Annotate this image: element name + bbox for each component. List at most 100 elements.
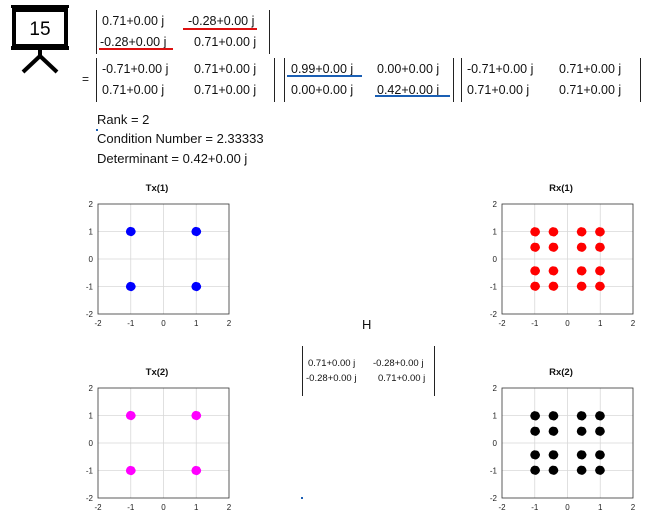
data-point [548,244,555,251]
determinant-text: Determinant = 0.42+0.00 j [97,151,248,166]
y-tick-label: 0 [493,255,498,264]
y-tick-label: -1 [490,283,498,292]
matrix-cell: 0.00+0.00 j [291,83,354,97]
data-point [595,451,602,459]
plot-title: Rx(1) [549,183,573,194]
data-point-cluster [548,426,559,436]
text-cursor [96,129,98,131]
matrix-cell: -0.28+0.00 j [306,373,357,384]
y-tick-label: 2 [89,384,94,393]
data-point [530,267,537,275]
data-point-cluster [576,426,587,436]
x-tick-label: 1 [598,319,603,328]
x-tick-label: 0 [161,503,166,512]
data-point [530,428,537,435]
x-tick-label: -2 [498,319,506,328]
x-tick-label: 1 [194,319,199,328]
x-tick-label: 1 [194,503,199,512]
data-point-cluster [530,281,540,291]
y-tick-label: 0 [89,255,94,264]
matrix-cell: 0.71+0.00 j [102,14,165,28]
y-tick-label: -1 [490,467,498,476]
data-point [530,412,537,420]
y-tick-label: 1 [89,412,94,421]
data-point-cluster [595,426,605,436]
data-point [530,467,537,474]
x-tick-label: -2 [498,503,506,512]
data-point [595,244,602,251]
singular-value-matrix: 0.99+0.00 j 0.00+0.00 j 0.00+0.00 j 0.42… [284,58,454,102]
data-point-cluster [576,411,587,421]
data-point [548,467,555,474]
data-point-cluster [125,410,136,421]
data-point-cluster [125,226,136,237]
data-point-cluster [576,242,587,252]
rx2-plot: Rx(2) -2 -1 0 1 2 2 1 0 -1 -2 [484,367,644,517]
matrix-cell: -0.28+0.00 j [373,358,424,369]
matrix-cell: 0.99+0.00 j [291,62,354,76]
tx2-scatter-plot: -2 -1 0 1 2 2 1 0 -1 -2 [86,384,232,512]
channel-matrix: 0.71+0.00 j -0.28+0.00 j -0.28+0.00 j 0.… [96,10,270,54]
data-point-cluster [576,266,587,276]
data-point [191,228,198,235]
y-tick-label: -2 [86,494,94,503]
matrix-cell: 0.71+0.00 j [194,62,257,76]
data-point [548,283,555,290]
matrix-cell: 0.71+0.00 j [559,83,622,97]
data-point-cluster [125,465,136,476]
data-point-cluster [125,281,136,292]
data-point [595,228,602,236]
data-point [576,451,583,459]
y-tick-label: -2 [490,310,498,319]
data-point [576,228,583,236]
matrix-cell: 0.71+0.00 j [378,373,426,384]
data-point [530,283,537,290]
matrix-cell: 0.71+0.00 j [102,83,165,97]
x-tick-label: 2 [227,319,232,328]
data-point [191,467,198,474]
stray-dot [301,497,303,499]
data-point-cluster [530,426,540,436]
data-point [125,283,133,290]
y-tick-label: -2 [86,310,94,319]
rx1-scatter-plot: -2 -1 0 1 2 2 1 0 -1 -2 [490,200,636,328]
y-tick-label: 1 [89,228,94,237]
x-tick-label: 2 [631,319,636,328]
plot-frame [97,387,230,499]
data-point [595,428,602,435]
y-tick-label: -1 [86,283,94,292]
data-point-cluster [191,226,202,237]
data-point-cluster [548,281,559,291]
y-tick-label: 1 [493,228,498,237]
red-underline [183,28,257,30]
tx1-plot: Tx(1) -2 -1 0 1 2 2 1 0 -1 -2 [80,183,240,333]
matrix-cell: 0.71+0.00 j [194,83,257,97]
plot-title: Tx(2) [145,367,169,378]
data-point [125,467,133,474]
matrix-cell: 0.71+0.00 j [308,358,356,369]
data-point-cluster [548,450,559,460]
presentation-board-icon: 15 [11,5,69,74]
data-point-cluster [530,450,540,460]
data-point-cluster [595,411,605,421]
data-point-cluster [595,281,605,291]
matrix-cell: 0.71+0.00 j [194,35,257,49]
data-point-cluster [548,465,559,475]
data-point-cluster [191,465,202,476]
y-tick-label: -2 [490,494,498,503]
y-tick-label: -1 [86,467,94,476]
left-singular-matrix: -0.71+0.00 j 0.71+0.00 j 0.71+0.00 j 0.7… [96,58,275,102]
data-point [548,428,555,435]
data-point [530,228,537,236]
data-point-cluster [548,266,559,276]
x-tick-label: 0 [565,503,570,512]
data-point [530,451,537,459]
plot-frame [501,387,634,499]
matrix-cell: -0.28+0.00 j [100,35,167,49]
data-point-cluster [530,411,540,421]
equals-sign: = [82,72,90,86]
x-tick-label: -2 [94,319,102,328]
data-point [576,283,583,290]
x-tick-label: 1 [598,503,603,512]
matrix-cell: -0.71+0.00 j [102,62,169,76]
